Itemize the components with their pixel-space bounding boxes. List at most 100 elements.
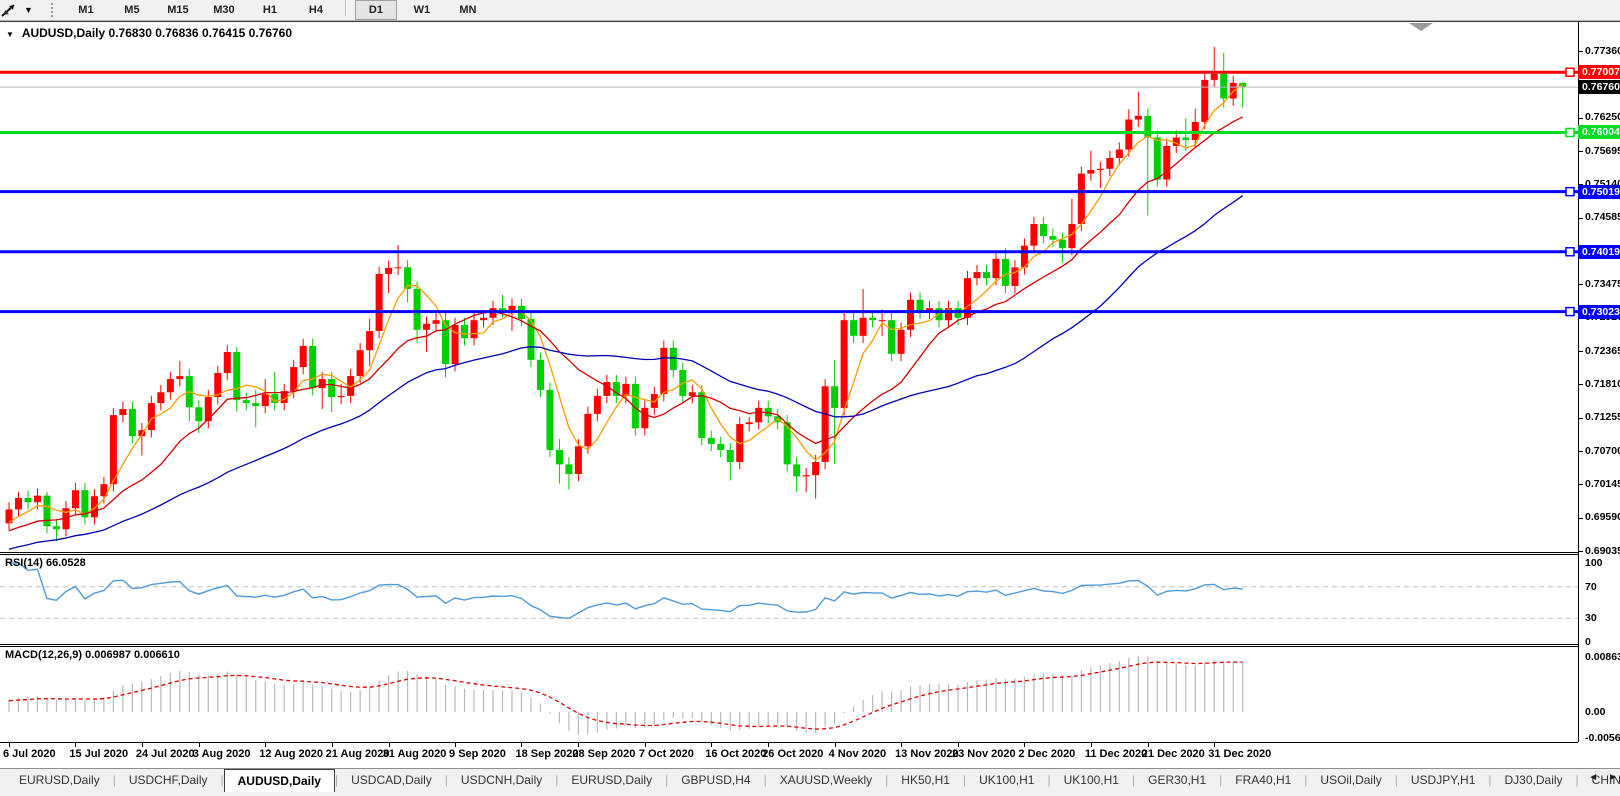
chart-tab-eurusd-daily[interactable]: EURUSD,Daily: [19, 773, 100, 787]
time-tick-mark: [331, 742, 333, 747]
chart-tab-hk50-h1[interactable]: HK50,H1: [901, 773, 950, 787]
time-tick-mark: [388, 742, 390, 747]
price-tick-label: 0.71810: [1585, 377, 1620, 390]
tab-separator: |: [763, 773, 767, 787]
timeframe-button-m15[interactable]: M15: [167, 4, 189, 16]
candle-body: [138, 430, 146, 437]
chart-tab-xauusd-weekly[interactable]: XAUUSD,Weekly: [779, 773, 873, 787]
time-label: 2 Dec 2020: [1018, 748, 1076, 760]
candle-body: [1201, 79, 1209, 122]
timeframe-button-m1[interactable]: M1: [78, 4, 94, 16]
candle-body: [650, 394, 658, 408]
candle-body: [1182, 137, 1190, 140]
chart-tab-china300-h1[interactable]: CHINA300,H1: [1591, 773, 1620, 787]
timeframe-button-m30[interactable]: M30: [213, 4, 235, 16]
candle-body: [442, 320, 450, 365]
candle-body: [603, 382, 611, 396]
timeframe-button-w1[interactable]: W1: [413, 4, 431, 16]
time-tick-mark: [265, 742, 267, 747]
rsi-label: RSI(14) 66.0528: [5, 557, 86, 569]
price-chart-pane[interactable]: [0, 22, 1578, 552]
tab-separator: |: [1047, 773, 1051, 787]
time-label: 9 Sep 2020: [449, 748, 506, 760]
time-tick-mark: [644, 742, 646, 747]
price-tick-mark: [1578, 517, 1583, 519]
candle-body: [859, 317, 867, 336]
timeframe-button-m5[interactable]: M5: [124, 4, 140, 16]
candle-body: [375, 273, 383, 331]
chart-tab-usdjpy-h1[interactable]: USDJPY,H1: [1410, 773, 1476, 787]
candle-body: [109, 415, 117, 485]
candle-body: [394, 267, 402, 269]
candle-body: [337, 395, 345, 398]
timeframe-toolbar: ▼ M1 M5 M15 M30 H1 H4 D1 W1 MN: [0, 0, 1620, 21]
macd-indicator-pane[interactable]: [0, 647, 1578, 742]
line-drag-handle[interactable]: [1565, 306, 1575, 317]
candle-body: [166, 379, 174, 393]
timeframe-button-d1[interactable]: D1: [354, 0, 397, 20]
chart-tab-uk100-h1[interactable]: UK100,H1: [979, 773, 1035, 787]
line-drag-handle[interactable]: [1565, 127, 1575, 138]
price-tick-mark: [1578, 117, 1583, 119]
collapse-triangle-icon[interactable]: ▼: [6, 30, 14, 39]
chart-tab-usoil-daily[interactable]: USOil,Daily: [1320, 773, 1382, 787]
tab-separator: |: [1131, 773, 1136, 787]
pane-divider[interactable]: [0, 554, 1578, 555]
candle-body: [261, 394, 269, 407]
candle-body: [745, 422, 753, 425]
chevron-down-icon[interactable]: ▼: [24, 5, 33, 15]
chart-tab-gbpusd-h4[interactable]: GBPUSD,H4: [681, 773, 751, 787]
tab-separator: |: [220, 773, 224, 787]
chart-shift-marker-icon[interactable]: [1409, 23, 1433, 31]
time-label: 16 Oct 2020: [705, 748, 767, 760]
candle-body: [404, 267, 412, 289]
chart-tab-fra40-h1[interactable]: FRA40,H1: [1235, 773, 1292, 787]
chart-tab-dj30-daily[interactable]: DJ30,Daily: [1504, 773, 1563, 787]
candle-body: [1115, 149, 1123, 158]
time-tick-mark: [958, 742, 959, 747]
line-drag-handle[interactable]: [1565, 246, 1575, 257]
macd-scale-label: 0.008633: [1585, 651, 1620, 663]
scroll-right-icon[interactable]: ►: [1608, 772, 1618, 783]
scroll-left-icon[interactable]: ◄: [1588, 772, 1599, 783]
level-price-box: 0.75019: [1578, 184, 1620, 199]
candle-body: [480, 317, 487, 321]
pane-divider[interactable]: [0, 646, 1578, 647]
timeframe-button-h4[interactable]: H4: [308, 4, 323, 16]
candle-body: [233, 352, 241, 401]
candle-body: [688, 392, 696, 396]
rsi-indicator-pane[interactable]: [0, 555, 1578, 644]
chart-tab-usdchf-daily[interactable]: USDCHF,Daily: [128, 773, 208, 787]
price-tick-label: 0.72365: [1585, 344, 1620, 357]
pane-divider[interactable]: [0, 644, 1578, 645]
timeframe-button-h1[interactable]: H1: [262, 4, 277, 16]
candle-body: [783, 422, 791, 465]
line-drag-handle[interactable]: [1565, 186, 1575, 197]
candle-body: [660, 347, 668, 395]
chart-tab-uk100-h1[interactable]: UK100,H1: [1063, 773, 1119, 787]
candle-body: [413, 288, 421, 330]
line-drag-handle[interactable]: [1565, 67, 1575, 77]
chart-tab-usdcnh-daily[interactable]: USDCNH,Daily: [460, 773, 543, 787]
tab-separator: |: [334, 773, 339, 787]
candle-body: [280, 391, 288, 404]
macd-scale-label: 0.00: [1585, 706, 1606, 718]
pointer-tool-icon[interactable]: [0, 1, 22, 19]
chart-tab-eurusd-daily[interactable]: EURUSD,Daily: [571, 773, 653, 787]
toolbar-grip-handle[interactable]: [50, 3, 53, 17]
candle-body: [81, 490, 89, 518]
pane-divider[interactable]: [0, 552, 1578, 553]
chart-tab-usdcad-daily[interactable]: USDCAD,Daily: [351, 773, 432, 787]
timeframe-button-mn[interactable]: MN: [459, 4, 477, 16]
price-tick-label: 0.74585: [1585, 211, 1620, 224]
candle-body: [1106, 157, 1114, 169]
candle-body: [916, 299, 924, 312]
time-label: 24 Jul 2020: [135, 748, 195, 760]
chart-tab-ger30-h1[interactable]: GER30,H1: [1148, 773, 1207, 787]
candle-body: [1068, 224, 1076, 249]
price-tick-mark: [1578, 551, 1583, 553]
candle-body: [1087, 169, 1095, 174]
time-tick-mark: [1147, 742, 1149, 747]
chart-tab-audusd-daily[interactable]: AUDUSD,Daily: [223, 769, 335, 792]
